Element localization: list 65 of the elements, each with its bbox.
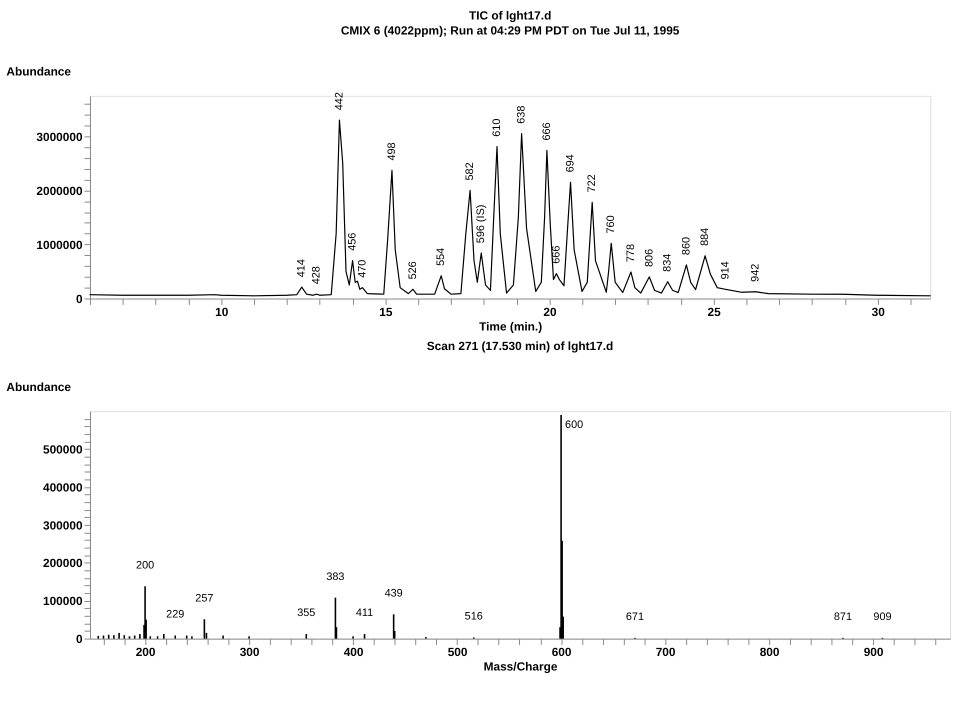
y-tick-label: 1000000 xyxy=(36,238,83,252)
y-tick-label: 0 xyxy=(76,292,83,306)
x-axis-title: Mass/Charge xyxy=(484,660,558,674)
annotation: 383 xyxy=(326,570,344,583)
annotation: 229 xyxy=(166,608,184,621)
annotation: 411 xyxy=(356,607,374,620)
annotation: 671 xyxy=(626,611,644,624)
x-tick-label: 10 xyxy=(215,304,229,319)
y-tick-label: 200000 xyxy=(42,556,83,570)
x-tick-label: 500 xyxy=(448,644,468,659)
x-tick-label: 300 xyxy=(240,644,260,659)
annotation: 806 xyxy=(643,248,656,267)
annotation: 470 xyxy=(356,260,368,278)
annotation: 582 xyxy=(464,162,476,181)
chart-subtitle: CMIX 6 (4022ppm); Run at 04:29 PM PDT on Tue Jul 11, 1995 xyxy=(340,24,680,38)
chart-title: TIC of lght17.d xyxy=(468,8,552,23)
x-tick-label: 600 xyxy=(552,644,572,659)
annotation: 554 xyxy=(435,248,448,266)
annotation: 610 xyxy=(490,118,503,137)
y-tick-label: 3000000 xyxy=(36,130,83,144)
annotation: 871 xyxy=(834,611,852,624)
annotation: 257 xyxy=(195,592,214,604)
annotation: 200 xyxy=(136,559,154,572)
x-tick-label: 25 xyxy=(708,304,722,319)
x-tick-label: 400 xyxy=(344,644,364,659)
annotation: 498 xyxy=(386,142,398,161)
chart-title: Scan 271 (17.530 min) of lght17.d xyxy=(426,338,614,353)
annotation: 600 xyxy=(565,418,584,431)
y-tick-label: 300000 xyxy=(42,518,83,532)
y-tick-label: 500000 xyxy=(42,442,83,457)
annotation: 638 xyxy=(516,106,528,124)
annotation: 442 xyxy=(333,92,346,110)
annotation: 428 xyxy=(310,266,322,284)
x-axis-title: Time (min.) xyxy=(479,320,542,334)
x-tick-label: 30 xyxy=(872,304,886,319)
annotation: 914 xyxy=(719,261,732,280)
annotation: 942 xyxy=(750,264,762,282)
annotation: 860 xyxy=(680,236,692,256)
x-tick-label: 700 xyxy=(656,644,676,659)
annotation: 355 xyxy=(297,607,316,620)
x-tick-label: 20 xyxy=(543,304,558,319)
annotation: 456 xyxy=(346,232,359,251)
x-tick-label: 200 xyxy=(136,644,156,659)
annotation: 694 xyxy=(564,154,576,172)
y-tick-label: 2000000 xyxy=(36,184,83,198)
x-tick-label: 15 xyxy=(379,304,393,319)
annotation: 414 xyxy=(296,259,308,278)
annotation: 909 xyxy=(873,611,892,624)
y-tick-label: 0 xyxy=(76,632,83,646)
annotation: 834 xyxy=(662,254,674,272)
annotation: 526 xyxy=(406,261,419,280)
y-tick-label: 100000 xyxy=(42,594,83,608)
annotation: 884 xyxy=(699,228,712,246)
y-axis-title: Abundance xyxy=(6,380,72,394)
annotation: 596 (IS) xyxy=(475,204,488,244)
y-axis-title: Abundance xyxy=(6,64,72,79)
annotation: 516 xyxy=(464,610,483,623)
annotation: 778 xyxy=(624,244,637,262)
annotation: 666 xyxy=(540,122,553,141)
y-tick-label: 400000 xyxy=(42,480,83,494)
x-tick-label: 800 xyxy=(760,644,780,659)
annotation: 722 xyxy=(586,174,598,192)
annotation: 760 xyxy=(605,215,618,234)
x-tick-label: 900 xyxy=(864,644,884,659)
annotation: 439 xyxy=(384,588,403,600)
